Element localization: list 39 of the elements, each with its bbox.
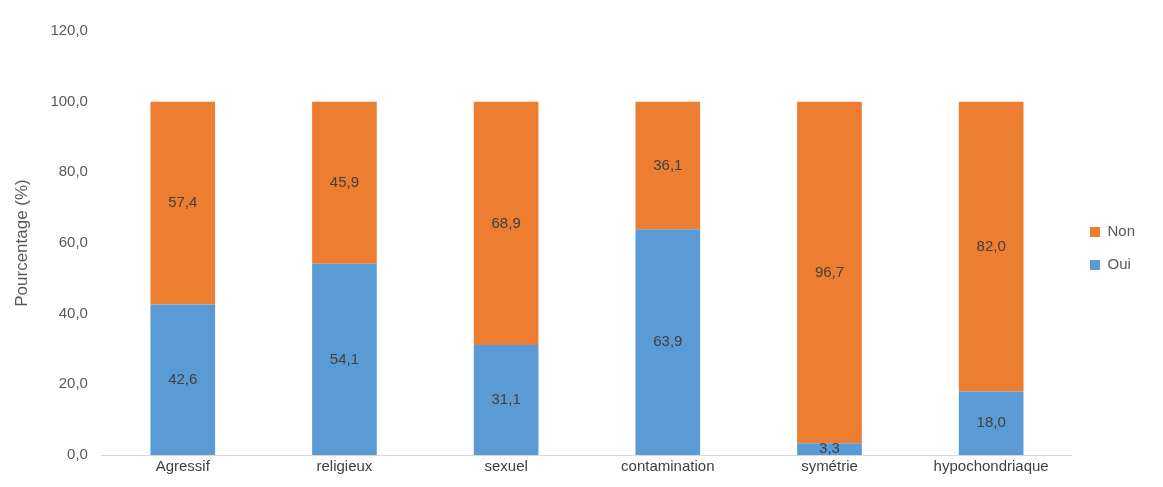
y-tick-label: 100,0 <box>50 91 88 109</box>
bar <box>473 101 539 346</box>
data-label: 96,7 <box>814 262 845 280</box>
bar <box>150 101 216 305</box>
legend-label: Non <box>1107 222 1136 240</box>
x-tick-label: Agressif <box>155 457 211 475</box>
y-tick-label: 0,0 <box>67 445 88 463</box>
y-axis-title: Pourcentage (%) <box>11 179 31 307</box>
bar <box>150 304 216 455</box>
bar <box>958 101 1024 392</box>
y-tick-label: 20,0 <box>58 374 88 392</box>
data-label: 68,9 <box>491 213 521 231</box>
y-tick-label: 80,0 <box>58 162 88 180</box>
bar <box>635 101 701 230</box>
bar <box>635 229 701 455</box>
bar <box>312 263 377 455</box>
y-tick-label: 60,0 <box>58 233 88 251</box>
data-label: 42,6 <box>168 369 198 387</box>
y-tick-label: 40,0 <box>58 303 88 321</box>
data-label: 18,0 <box>976 413 1006 431</box>
bar <box>312 101 377 264</box>
legend-label: Oui <box>1107 255 1131 273</box>
x-tick-label: sexuel <box>484 457 528 475</box>
bar <box>473 345 539 455</box>
x-tick-label: contamination <box>621 457 715 475</box>
data-label: 82,0 <box>976 236 1006 254</box>
data-label: 3,3 <box>819 439 840 457</box>
data-label: 63,9 <box>653 332 683 350</box>
data-label: 31,1 <box>491 390 521 408</box>
data-label: 36,1 <box>653 155 683 173</box>
data-label: 54,1 <box>329 349 360 367</box>
y-tick-label: 120,0 <box>50 21 88 39</box>
bar <box>797 101 862 444</box>
x-tick-label: hypochondriaque <box>933 457 1049 475</box>
data-label: 57,4 <box>168 193 198 211</box>
x-tick-label: symétrie <box>801 457 858 475</box>
bar <box>958 391 1024 455</box>
x-tick-label: religieux <box>316 457 373 475</box>
data-label: 45,9 <box>329 172 360 190</box>
